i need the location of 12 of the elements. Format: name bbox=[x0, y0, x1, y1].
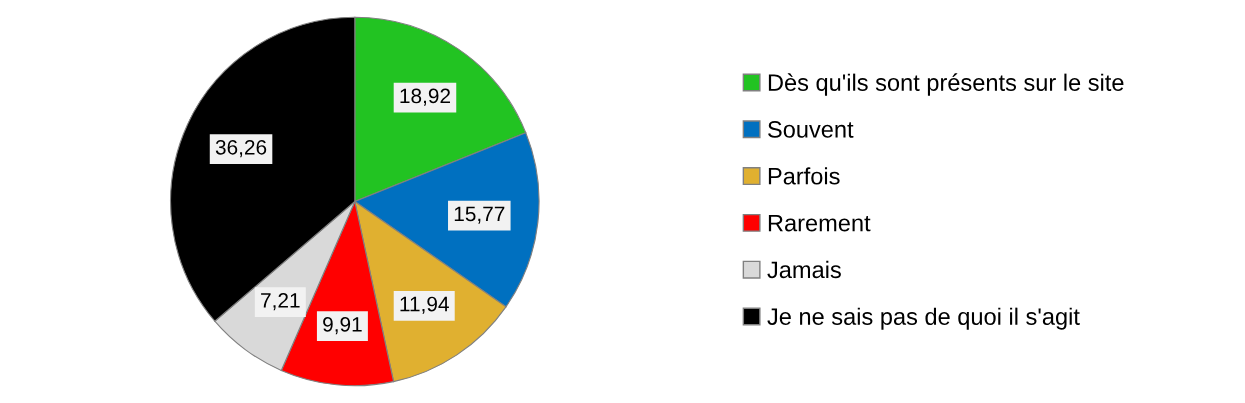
data-label: 7,21 bbox=[261, 293, 300, 311]
legend-label: Dès qu'ils sont présents sur le site bbox=[768, 73, 1124, 96]
legend-label: Jamais bbox=[767, 260, 841, 279]
data-label: 15,77 bbox=[454, 206, 505, 224]
data-label: 18,92 bbox=[400, 88, 450, 106]
legend-label: Rarement bbox=[768, 214, 871, 232]
legend-label: Souvent bbox=[768, 121, 854, 138]
legend-label: Je ne sais pas de quoi il s'agit bbox=[767, 307, 1080, 330]
data-label: 9,91 bbox=[323, 317, 362, 335]
legend-label: Parfois bbox=[768, 167, 840, 185]
data-label: 11,94 bbox=[400, 296, 449, 314]
data-label: 36,26 bbox=[215, 139, 267, 158]
